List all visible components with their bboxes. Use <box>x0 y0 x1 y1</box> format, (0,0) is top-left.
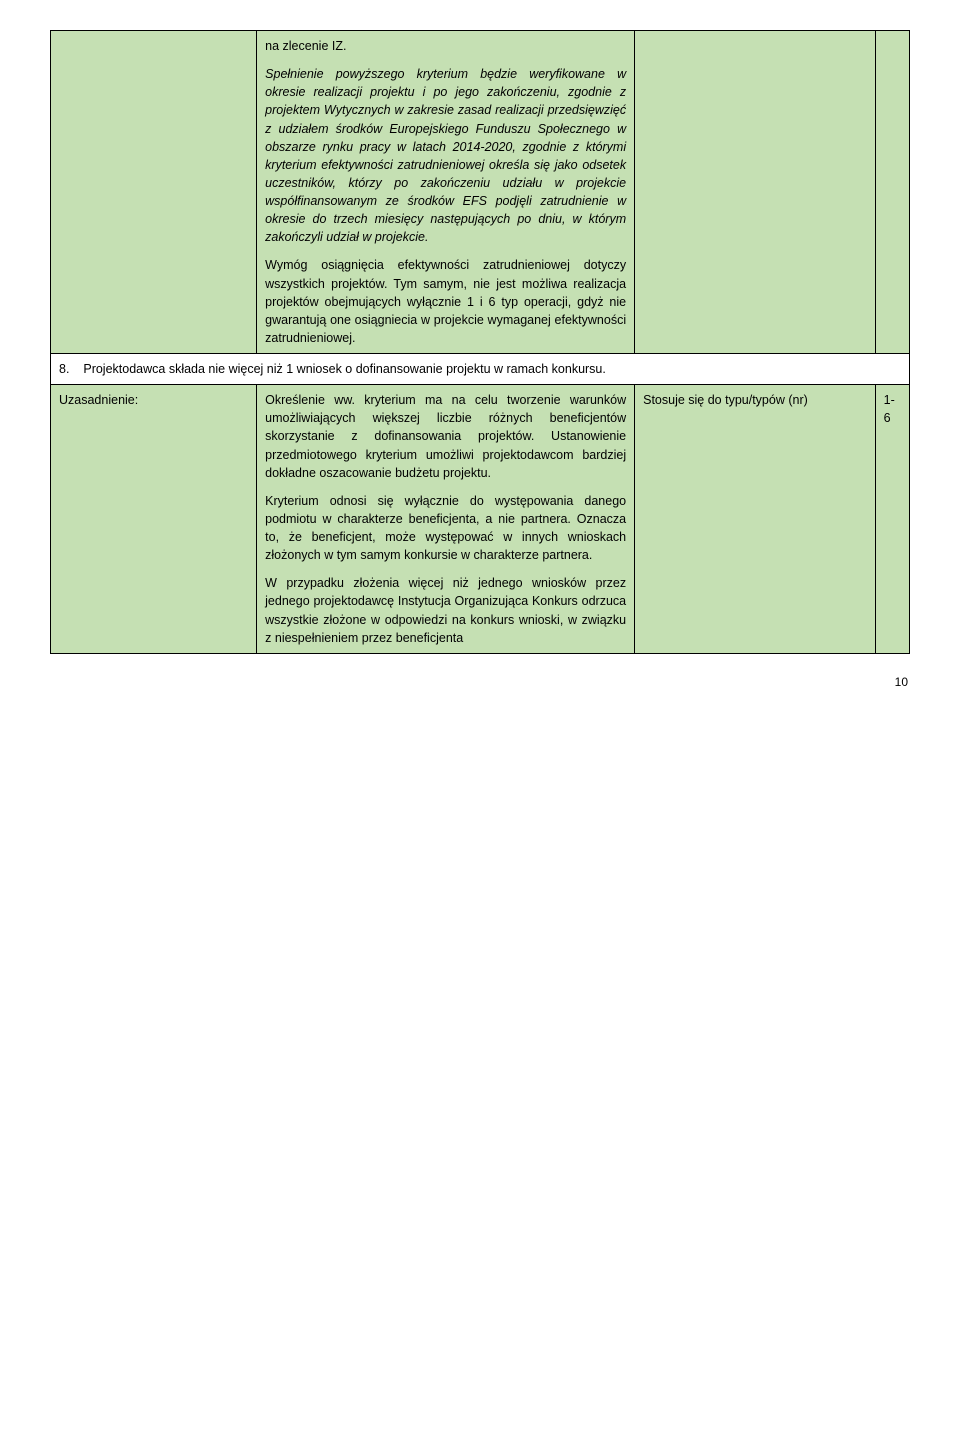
cell-justification-text: na zlecenie IZ. Spełnienie powyższego kr… <box>257 31 635 354</box>
paragraph: Określenie ww. kryterium ma na celu twor… <box>265 391 626 482</box>
paragraph: Wymóg osiągnięcia efektywności zatrudnie… <box>265 256 626 347</box>
cell-left-empty <box>51 31 257 354</box>
paragraph: na zlecenie IZ. <box>265 37 626 55</box>
page-number: 10 <box>50 674 910 691</box>
justification-label: Uzasadnienie: <box>59 393 138 407</box>
paragraph: Spełnienie powyższego kryterium będzie w… <box>265 65 626 246</box>
paragraph: W przypadku złożenia więcej niż jednego … <box>265 574 626 647</box>
criteria-table: na zlecenie IZ. Spełnienie powyższego kr… <box>50 30 910 654</box>
applies-value: 1-6 <box>884 393 895 425</box>
section-text: Projektodawca składa nie więcej niż 1 wn… <box>83 362 606 376</box>
applies-to-label: Stosuje się do typu/typów (nr) <box>643 393 808 407</box>
section-number: 8. <box>59 362 69 376</box>
section-header-row: 8. Projektodawca składa nie więcej niż 1… <box>51 354 910 385</box>
section-8-header: 8. Projektodawca składa nie więcej niż 1… <box>51 354 910 385</box>
paragraph: Kryterium odnosi się wyłącznie do występ… <box>265 492 626 565</box>
justification-text-cell: Określenie ww. kryterium ma na celu twor… <box>257 385 635 654</box>
table-row: na zlecenie IZ. Spełnienie powyższego kr… <box>51 31 910 354</box>
applies-value-cell: 1-6 <box>875 385 909 654</box>
label-cell: Uzasadnienie: <box>51 385 257 654</box>
table-row: Uzasadnienie: Określenie ww. kryterium m… <box>51 385 910 654</box>
applies-to-cell: Stosuje się do typu/typów (nr) <box>635 385 876 654</box>
cell-num-empty <box>875 31 909 354</box>
cell-applies-empty <box>635 31 876 354</box>
